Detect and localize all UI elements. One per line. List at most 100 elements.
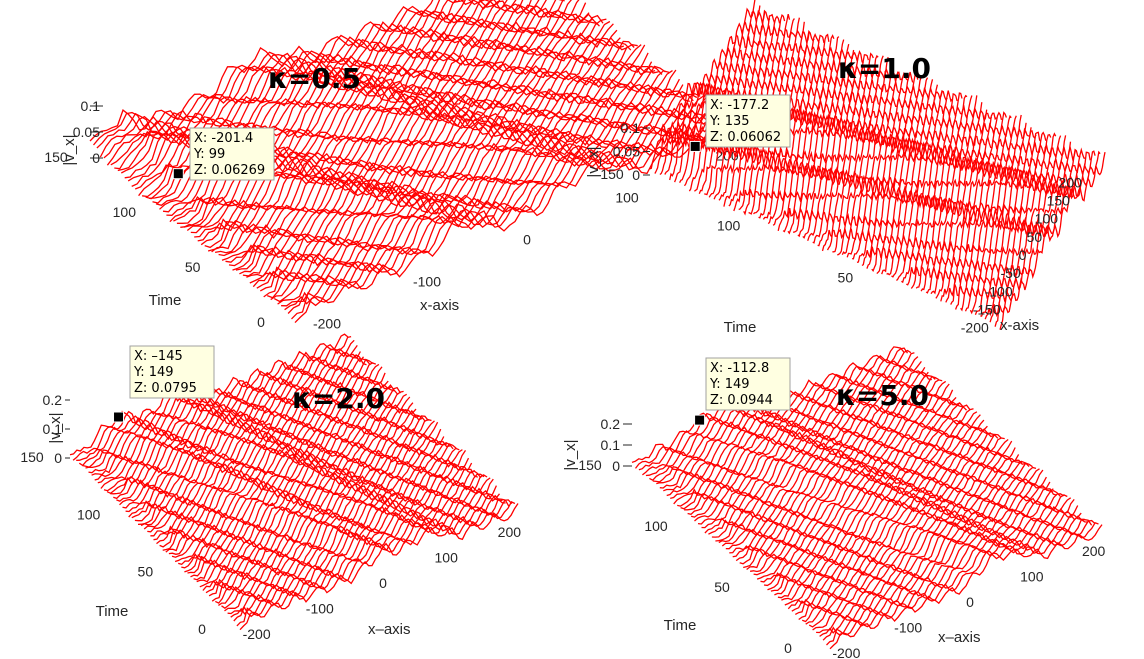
waterfall-line xyxy=(774,476,1047,596)
waterfall-line xyxy=(93,0,465,146)
waterfall-line xyxy=(91,358,371,476)
waterfall-line xyxy=(122,386,402,509)
x-tick-label: 0 xyxy=(966,594,974,610)
waterfall-line xyxy=(832,84,939,253)
datatip-marker[interactable] xyxy=(694,414,706,426)
z-tick-label: 0.2 xyxy=(601,416,621,432)
waterfall-line xyxy=(896,111,1003,282)
kappa-annotation: κ=2.0 xyxy=(292,382,385,415)
x-axis-label: x-axis xyxy=(420,297,459,314)
z-axis-label: |v_x| xyxy=(585,146,602,177)
waterfall-line xyxy=(876,102,983,275)
datatip-line: Z: 0.06269 xyxy=(194,163,265,178)
y-tick-label: 150 xyxy=(20,449,44,465)
waterfall-line xyxy=(181,447,460,569)
waterfall-line xyxy=(697,404,971,525)
waterfall-line xyxy=(100,363,380,489)
x-tick-label: -200 xyxy=(961,320,989,336)
datatip-box xyxy=(189,127,275,181)
waterfall-line xyxy=(225,65,666,263)
waterfall-line xyxy=(291,116,732,320)
waterfall-line xyxy=(125,390,404,513)
waterfall-line xyxy=(249,90,690,284)
waterfall-line xyxy=(807,71,914,242)
waterfall-line xyxy=(767,52,874,225)
datatip-box xyxy=(129,345,215,399)
waterfall-line xyxy=(704,411,978,534)
x-tick-label: -200 xyxy=(313,316,341,332)
waterfall-line xyxy=(236,501,516,627)
x-tick-label: -150 xyxy=(973,302,1001,318)
waterfall-line xyxy=(935,131,1042,299)
waterfall-line xyxy=(732,437,1005,558)
waterfall-line xyxy=(99,0,483,158)
kappa-annotation: κ=1.0 xyxy=(838,52,931,85)
waterfall-line xyxy=(680,389,954,510)
waterfall-line xyxy=(760,462,1033,583)
x-tick-label: -100 xyxy=(413,274,441,290)
datatip[interactable]: X: -201.4Y: 99Z: 0.06269 xyxy=(172,127,275,181)
waterfall-line xyxy=(772,54,879,226)
x-tick-label: 0 xyxy=(523,232,531,248)
y-tick-label: 150 xyxy=(578,457,602,473)
waterfall-line xyxy=(239,503,519,631)
waterfall-line xyxy=(659,371,932,489)
waterfall-line xyxy=(743,43,850,216)
datatip-marker[interactable] xyxy=(689,140,701,152)
waterfall-line xyxy=(190,41,632,234)
waterfall-line xyxy=(131,396,411,519)
waterfall-line xyxy=(197,44,638,242)
waterfall-line xyxy=(208,474,488,597)
y-axis-label: Time xyxy=(724,319,757,336)
y-tick-label: 100 xyxy=(77,506,101,522)
datatip-box xyxy=(705,357,791,411)
y-tick-label: 150 xyxy=(600,166,624,182)
waterfall-line xyxy=(97,362,377,484)
waterfall-line xyxy=(684,396,957,511)
waterfall-line xyxy=(829,524,1103,650)
waterfall-line xyxy=(816,515,1089,634)
waterfall-line xyxy=(945,133,1052,303)
waterfall-line xyxy=(652,366,926,483)
waterfall-line xyxy=(190,457,470,578)
waterfall-line xyxy=(687,399,960,516)
waterfall-line xyxy=(852,92,958,260)
z-axis-label: |v_x| xyxy=(61,134,78,165)
waterfall-line xyxy=(750,458,1023,573)
waterfall-line xyxy=(202,470,482,591)
y-tick-label: 100 xyxy=(113,204,137,220)
waterfall-line xyxy=(950,132,1057,305)
waterfall-line xyxy=(218,65,659,257)
waterfall-line xyxy=(826,522,1099,646)
waterfall-lines xyxy=(631,346,1103,650)
datatip-line: Y: 99 xyxy=(193,147,225,162)
z-tick-label: 0.2 xyxy=(43,392,63,408)
waterfall-line xyxy=(218,485,497,606)
x-axis-label: x-axis xyxy=(1000,317,1039,334)
x-tick-label: 100 xyxy=(1020,569,1044,585)
waterfall-line xyxy=(119,384,398,506)
y-tick-label: 0 xyxy=(257,314,265,330)
x-tick-label: 0 xyxy=(1019,247,1027,263)
z-tick-label: 0.1 xyxy=(621,120,641,136)
x-tick-label: -100 xyxy=(894,619,922,635)
waterfall-line xyxy=(812,71,919,244)
waterfall-line xyxy=(891,112,997,278)
waterfall-line xyxy=(200,44,642,246)
x-tick-label: -50 xyxy=(1000,265,1020,281)
datatip-marker[interactable] xyxy=(172,168,184,180)
waterfall-line xyxy=(666,375,940,497)
x-tick-label: -100 xyxy=(306,600,334,616)
subplot-4: 0 0.1 0.2 0 50 100 150 -200 -100 0 100 200 |v_x| Time… xyxy=(562,346,1106,659)
waterfall-line xyxy=(980,147,1086,317)
datatip-line: X: –145 xyxy=(134,349,183,364)
y-tick-label: 50 xyxy=(838,269,854,285)
x-tick-label: 100 xyxy=(1035,211,1059,227)
x-tick-label: 200 xyxy=(1059,174,1083,190)
waterfall-line xyxy=(187,450,467,574)
datatip-marker[interactable] xyxy=(113,411,125,423)
waterfall-line xyxy=(224,493,503,612)
